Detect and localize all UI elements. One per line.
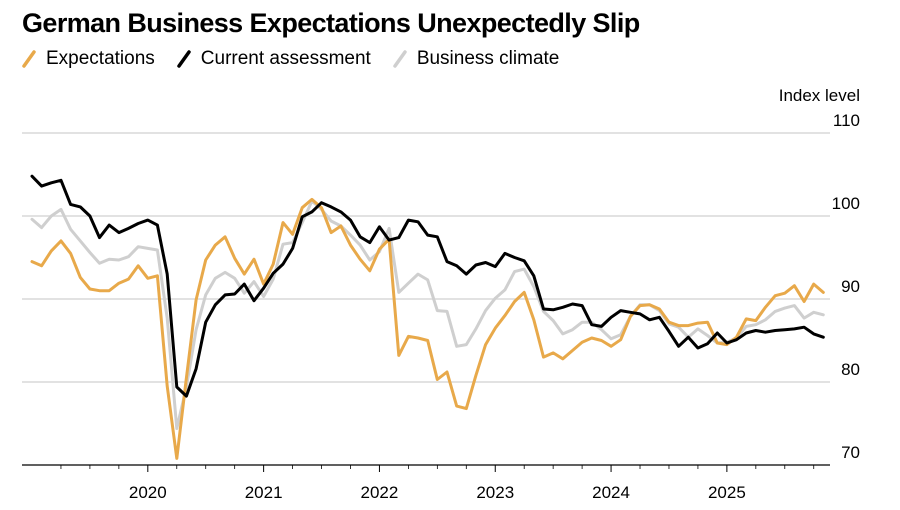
legend-label-expectations: Expectations xyxy=(46,48,155,69)
legend-item-current-assessment: Current assessment xyxy=(177,48,371,70)
x-tick-label: 2024 xyxy=(592,483,630,502)
legend-swatch-line xyxy=(393,50,407,68)
legend-swatch-line xyxy=(177,50,191,68)
legend-label-current-assessment: Current assessment xyxy=(200,48,371,69)
chart-title: German Business Expectations Unexpectedl… xyxy=(22,8,640,38)
x-tick-label: 2022 xyxy=(361,483,399,502)
x-axis-ticks: 2020 2021 2022 2023 2024 2025 xyxy=(60,465,815,502)
legend-swatch-business-climate xyxy=(393,50,407,68)
legend-item-business-climate: Business climate xyxy=(393,48,560,70)
legend-label-business-climate: Business climate xyxy=(416,48,560,69)
x-tick-label: 2023 xyxy=(476,483,514,502)
y-tick-label: 90 xyxy=(841,277,860,296)
legend-item-expectations: Expectations xyxy=(22,48,155,70)
y-tick-label: 110 xyxy=(833,111,860,130)
y-axis-label: Index level xyxy=(779,86,860,105)
y-axis-ticks: 110 100 90 80 70 xyxy=(832,111,860,462)
x-tick-label: 2020 xyxy=(129,483,167,502)
gridlines xyxy=(22,132,830,466)
series-line-current-assessment xyxy=(30,174,825,398)
y-tick-label: 70 xyxy=(841,443,860,462)
series-line-business-climate xyxy=(30,199,825,430)
x-tick-label: 2025 xyxy=(708,483,746,502)
legend-swatch-current-assessment xyxy=(177,50,191,68)
legend-swatch-expectations xyxy=(22,50,36,68)
series-line-expectations xyxy=(30,197,825,460)
legend: Expectations Current assessment Business… xyxy=(22,48,581,70)
y-tick-label: 80 xyxy=(841,360,860,379)
series-lines xyxy=(30,174,825,460)
y-tick-label: 100 xyxy=(832,194,860,213)
x-tick-label: 2021 xyxy=(245,483,283,502)
legend-swatch-line xyxy=(22,50,36,68)
